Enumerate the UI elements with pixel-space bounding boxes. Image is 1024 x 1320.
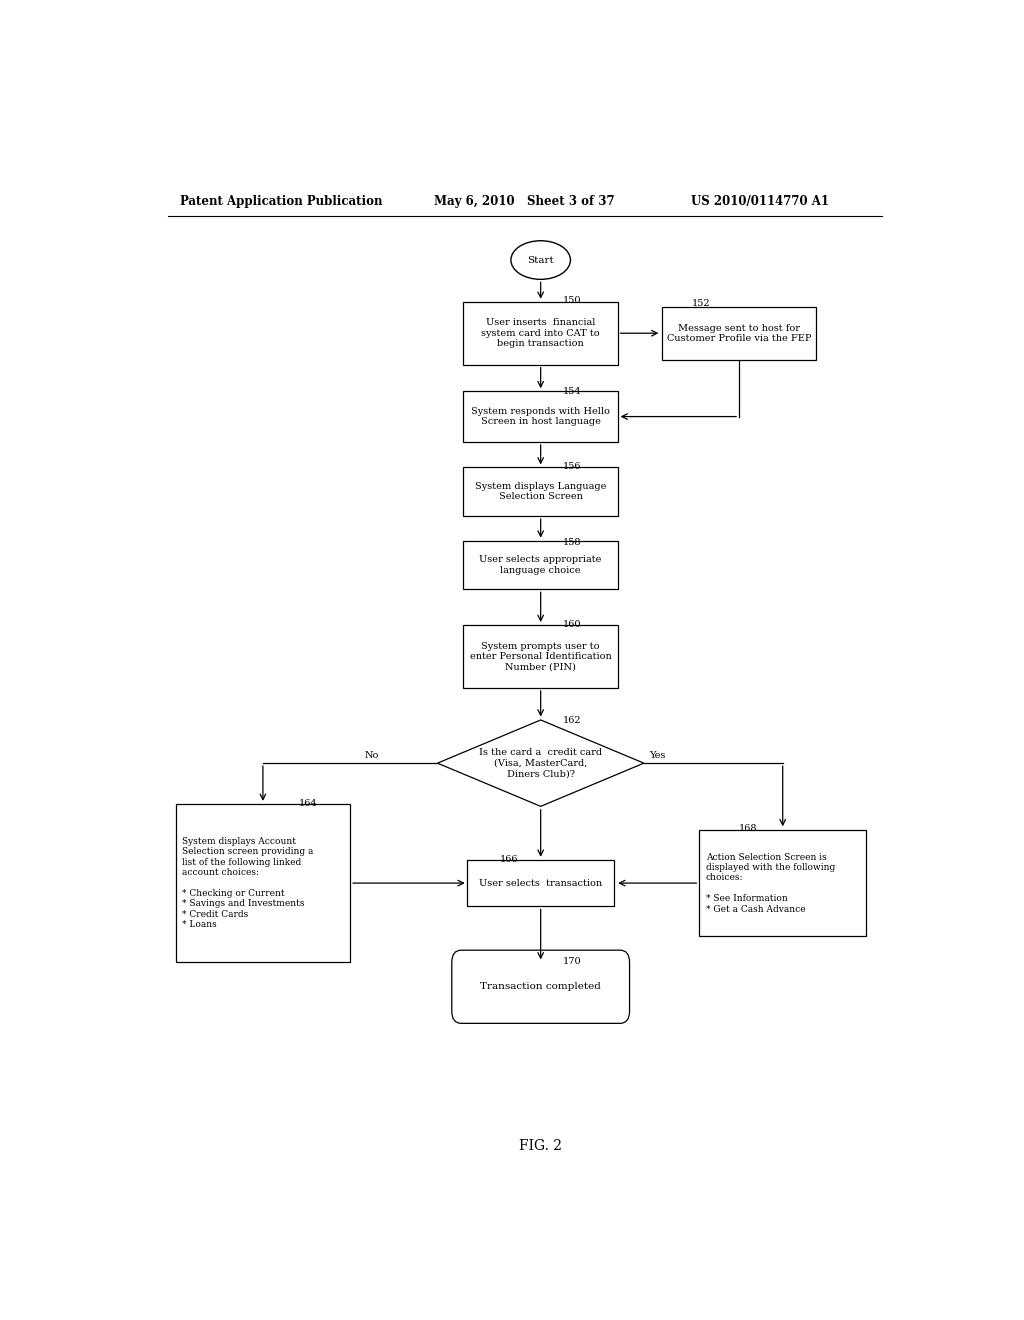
Text: Start: Start: [527, 256, 554, 264]
Text: Is the card a  credit card
(Visa, MasterCard,
Diners Club)?: Is the card a credit card (Visa, MasterC…: [479, 748, 602, 777]
Polygon shape: [437, 719, 644, 807]
Text: Action Selection Screen is
displayed with the following
choices:

* See Informat: Action Selection Screen is displayed wit…: [706, 853, 835, 913]
Text: System responds with Hello
Screen in host language: System responds with Hello Screen in hos…: [471, 407, 610, 426]
Text: User selects appropriate
language choice: User selects appropriate language choice: [479, 556, 602, 574]
Text: No: No: [365, 751, 379, 760]
FancyBboxPatch shape: [662, 306, 816, 359]
Text: US 2010/0114770 A1: US 2010/0114770 A1: [691, 194, 829, 207]
Text: 166: 166: [500, 855, 518, 863]
Text: System prompts user to
enter Personal Identification
Number (PIN): System prompts user to enter Personal Id…: [470, 642, 611, 672]
FancyBboxPatch shape: [463, 541, 618, 589]
FancyBboxPatch shape: [463, 391, 618, 442]
Text: May 6, 2010   Sheet 3 of 37: May 6, 2010 Sheet 3 of 37: [433, 194, 614, 207]
Text: Transaction completed: Transaction completed: [480, 982, 601, 991]
Text: 164: 164: [299, 799, 317, 808]
Ellipse shape: [511, 240, 570, 280]
Text: System displays Language
Selection Screen: System displays Language Selection Scree…: [475, 482, 606, 502]
Text: 156: 156: [563, 462, 582, 471]
Text: User inserts  financial
system card into CAT to
begin transaction: User inserts financial system card into …: [481, 318, 600, 348]
Text: Yes: Yes: [649, 751, 666, 760]
Text: 150: 150: [563, 296, 582, 305]
FancyBboxPatch shape: [463, 302, 618, 364]
FancyBboxPatch shape: [463, 624, 618, 688]
Text: System displays Account
Selection screen providing a
list of the following linke: System displays Account Selection screen…: [182, 837, 313, 929]
Text: 160: 160: [563, 620, 582, 628]
Text: 158: 158: [563, 537, 582, 546]
Text: Message sent to host for
Customer Profile via the FEP: Message sent to host for Customer Profil…: [667, 323, 811, 343]
FancyBboxPatch shape: [452, 950, 630, 1023]
FancyBboxPatch shape: [467, 861, 614, 906]
Text: 152: 152: [691, 298, 710, 308]
FancyBboxPatch shape: [176, 804, 350, 962]
Text: 168: 168: [739, 824, 758, 833]
Text: Patent Application Publication: Patent Application Publication: [179, 194, 382, 207]
Text: User selects  transaction: User selects transaction: [479, 879, 602, 887]
Text: FIG. 2: FIG. 2: [519, 1139, 562, 1154]
FancyBboxPatch shape: [463, 467, 618, 516]
Text: 154: 154: [563, 387, 582, 396]
Text: 162: 162: [563, 715, 582, 725]
FancyBboxPatch shape: [699, 830, 866, 936]
Text: 170: 170: [563, 957, 582, 966]
